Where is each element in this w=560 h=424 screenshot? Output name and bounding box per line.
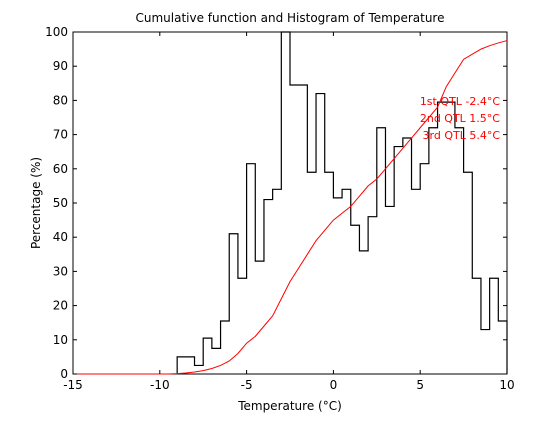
x-tick-label: -5 [241,378,253,392]
cumulative-line [73,40,508,375]
y-tick-label: 60 [53,162,68,176]
chart-title: Cumulative function and Histogram of Tem… [136,11,445,25]
cumulative-series [73,40,508,375]
x-tick-label: -15 [63,378,83,392]
y-tick-label: 100 [45,25,68,39]
x-tick-label: 0 [330,378,338,392]
y-tick-label: 40 [53,230,68,244]
y-tick-label: 70 [53,128,68,142]
histogram-stairs-line [176,31,508,374]
y-axis-ticks: 0 10 20 30 40 50 60 70 80 90 100 [45,25,507,381]
y-tick-label: 0 [60,367,68,381]
y-tick-label: 50 [53,196,68,210]
annotation-1st-qtl: 1st QTL -2.4°C [420,95,501,108]
y-tick-label: 10 [53,333,68,347]
y-tick-label: 30 [53,264,68,278]
y-tick-label: 80 [53,93,68,107]
annotation-3rd-qtl: 3rd QTL 5.4°C [423,129,501,142]
x-axis-label: Temperature (°C) [237,399,342,413]
x-tick-label: -10 [150,378,170,392]
x-tick-label: 10 [499,378,514,392]
histogram-series [176,31,508,374]
annotation-2nd-qtl: 2nd QTL 1.5°C [420,112,500,125]
x-tick-label: 5 [416,378,424,392]
y-tick-label: 20 [53,299,68,313]
y-axis-label: Percentage (%) [29,157,43,249]
x-axis-ticks: -15 -10 -5 0 5 10 [63,32,515,392]
plot-frame [72,31,508,375]
y-tick-label: 90 [53,59,68,73]
